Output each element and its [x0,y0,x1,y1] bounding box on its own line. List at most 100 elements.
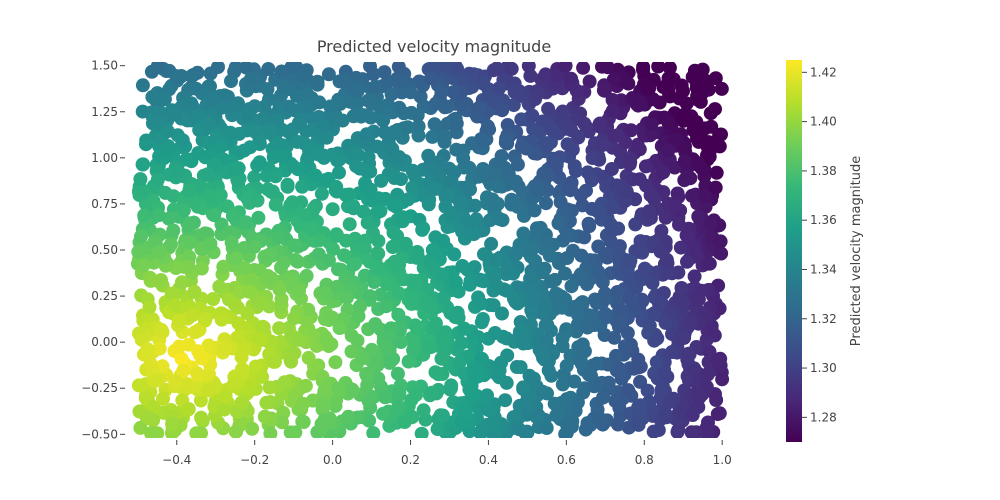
scatter-point [516,238,531,253]
scatter-point [410,249,425,264]
scatter-point [218,341,233,356]
scatter-point [309,338,324,353]
scatter-point [355,351,370,366]
scatter-point [377,65,392,80]
scatter-point [237,143,252,158]
scatter-point [679,96,694,111]
scatter-point [136,258,151,273]
scatter-point [431,367,446,382]
scatter-point [360,215,375,230]
scatter-point [239,62,254,75]
scatter-point [487,269,502,284]
scatter-point [392,385,407,400]
scatter-point [510,157,525,172]
scatter-point [421,148,436,163]
scatter-point [201,116,216,131]
scatter-point [703,217,718,232]
x-tick-label: 1.0 [713,453,732,467]
scatter-point [172,313,186,328]
scatter-point [693,94,708,109]
scatter-point [541,101,556,116]
scatter-point [142,300,157,315]
scatter-point [245,421,260,436]
scatter-point [425,62,440,74]
chart-title: Predicted velocity magnitude [317,37,551,56]
scatter-point [260,82,275,97]
scatter-point [551,216,566,231]
scatter-point [662,62,677,75]
scatter-point [214,312,229,327]
scatter-point [568,164,583,179]
scatter-point [539,196,553,211]
scatter-point [301,99,316,114]
scatter-point [672,217,686,232]
scatter-point [292,283,306,298]
scatter-point [598,247,613,262]
scatter-point [473,272,488,287]
scatter-point [368,317,383,332]
scatter-point [312,95,327,110]
scatter-point [446,85,461,100]
scatter-point [224,235,239,250]
scatter-point [295,68,310,83]
scatter-point [576,62,591,75]
scatter-point [395,210,410,225]
scatter-point [477,247,491,262]
colorbar-tick-label: 1.30 [810,361,837,375]
scatter-point [416,403,431,418]
scatter-point [506,410,521,425]
scatter-point [134,229,148,244]
scatter-point [213,139,228,154]
colorbar-ticks: 1.42 1.40 1.38 1.36 1.34 1.32 1.30 1.28 [802,65,837,424]
scatter-point [282,99,296,114]
scatter-point [206,91,221,106]
scatter-point [606,72,621,87]
scatter-point [276,80,291,95]
scatter-point [462,382,477,397]
scatter-point [474,296,488,311]
scatter-point [523,282,537,297]
y-tick-label: −0.25 [81,381,118,395]
scatter-point [268,169,283,184]
scatter-point [687,269,702,284]
scatter-point [257,409,272,424]
scatter-point [434,85,449,100]
scatter-point [271,230,286,245]
scatter-point [290,134,305,149]
scatter-point [165,417,180,432]
scatter-point [217,88,232,103]
scatter-point [654,224,669,238]
scatter-point [676,109,690,124]
scatter-point [144,426,159,438]
scatter-point [698,199,713,214]
scatter-point [457,321,472,336]
scatter-point [351,309,366,324]
scatter-point [212,279,227,294]
scatter-point [683,314,698,329]
scatter-point [428,316,443,331]
scatter-point [252,155,267,170]
scatter-point [206,292,221,306]
y-axis: 1.50 1.25 1.00 0.75 0.50 0.25 0.00 −0.25 −0.50 [81,59,125,441]
scatter-point [681,230,696,245]
scatter-point [529,221,544,236]
scatter-point [376,406,390,421]
scatter-point [237,261,252,275]
scatter-point [332,165,346,180]
scatter-point [394,335,408,349]
scatter-point [172,339,187,354]
scatter-point [135,78,150,93]
scatter-point [702,256,717,271]
scatter-points [130,62,730,438]
scatter-point [623,253,638,268]
scatter-point [582,219,597,234]
scatter-point [139,137,153,152]
scatter-point [305,122,320,137]
scatter-point [574,188,588,203]
scatter-point [680,169,695,184]
scatter-point [599,179,614,194]
scatter-point [542,248,557,263]
scatter-point [374,173,389,188]
scatter-point [699,75,714,89]
scatter-point [247,170,262,185]
